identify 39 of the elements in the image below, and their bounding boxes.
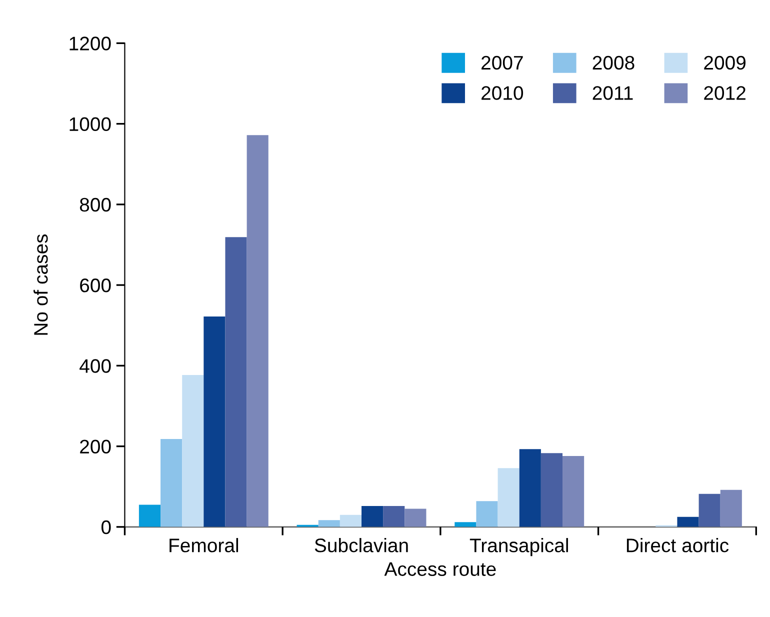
bar [720,490,742,527]
legend-label: 2009 [704,56,746,70]
bar [138,504,161,527]
bar [454,522,476,527]
y-tick-label: 0 [101,520,111,534]
y-tick-label: 1000 [70,117,111,132]
x-tick-label: Direct aortic [626,538,729,552]
y-tick-label: 800 [80,198,111,212]
bar [562,456,584,527]
y-tick-label: 400 [80,359,111,373]
bar [182,374,204,527]
bar [204,316,226,527]
bar [519,449,541,527]
legend-label: 2011 [592,86,633,100]
legend-label: 2010 [482,86,524,100]
legend-label: 2008 [592,56,634,70]
y-tick-label: 600 [80,278,111,292]
legend-label: 2012 [704,86,746,100]
bar [677,516,699,527]
bar [498,468,520,527]
bar [340,514,362,527]
legend-label: 2007 [482,56,523,70]
y-axis-title: No of cases [34,234,48,335]
bar [160,439,182,527]
bar [318,520,340,527]
x-tick-label: Transapical [470,538,568,556]
bar [383,506,405,527]
bar [362,506,384,527]
y-tick-label: 200 [80,440,111,454]
bar [476,501,498,527]
bar [698,494,720,527]
bar [404,508,426,527]
x-tick-label: Femoral [170,538,238,552]
y-tick-label: 1200 [70,36,111,50]
bar [540,453,563,527]
bar [225,237,247,527]
x-axis-title: Access route [384,562,496,576]
x-tick-label: Subclavian [314,538,408,552]
bar [246,135,268,527]
